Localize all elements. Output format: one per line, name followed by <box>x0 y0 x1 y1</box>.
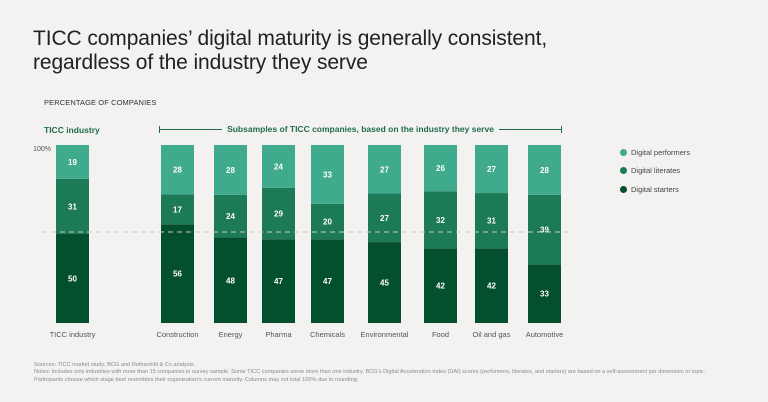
data-label-energy-digital-performers: 28 <box>226 166 235 175</box>
x-tick-label-food: Food <box>432 330 449 339</box>
bar-segment-energy-digital-starters <box>214 237 247 323</box>
data-label-automotive-digital-literates: 39 <box>540 226 549 235</box>
bar-segment-food-digital-performers <box>424 145 457 192</box>
x-tick-label-energy: Energy <box>219 330 243 339</box>
legend-label: Digital performers <box>631 147 691 157</box>
group-label-ticc-industry: TICC industry <box>44 125 100 135</box>
legend-dot-literates-icon <box>620 167 627 175</box>
data-label-pharma-digital-performers: 24 <box>274 162 283 171</box>
bar-segment-environmental-digital-performers <box>368 145 401 194</box>
legend-label: Digital literates <box>631 166 681 176</box>
data-label-oil-and-gas-digital-starters: 42 <box>487 282 496 291</box>
legend-dot-starters-icon <box>620 185 627 193</box>
data-label-environmental-digital-literates: 27 <box>380 214 389 223</box>
data-label-automotive-digital-starters: 33 <box>540 290 549 299</box>
data-label-construction-digital-literates: 17 <box>173 205 182 214</box>
group-label-subsamples: Subsamples of TICC companies, based on t… <box>227 124 494 134</box>
x-tick-label-environmental: Environmental <box>361 330 409 339</box>
footnote-sources: Sources: TICC market study; BCG and Roth… <box>34 362 196 368</box>
x-tick-label-oil-and-gas: Oil and gas <box>473 330 511 339</box>
bar-segment-construction-digital-performers <box>161 145 194 195</box>
bar-segment-construction-digital-starters <box>161 224 194 323</box>
data-label-construction-digital-starters: 56 <box>173 270 182 279</box>
data-label-food-digital-starters: 42 <box>436 282 445 291</box>
bar-segment-food-digital-literates <box>424 191 457 249</box>
bar-segment-ticc-industry-digital-performers <box>56 145 89 179</box>
bar-segment-chemicals-digital-performers <box>311 145 344 204</box>
legend-dot-performers-icon <box>620 148 627 156</box>
bar-segment-ticc-industry-digital-literates <box>56 178 89 234</box>
data-label-construction-digital-performers: 28 <box>173 166 182 175</box>
data-label-food-digital-performers: 26 <box>436 164 445 173</box>
bar-segment-food-digital-starters <box>424 248 457 323</box>
legend-item-starters: Digital starters <box>620 180 690 199</box>
bar-segment-pharma-digital-performers <box>262 145 295 188</box>
data-label-environmental-digital-performers: 27 <box>380 165 389 174</box>
legend: Digital performers Digital literates Dig… <box>620 143 690 199</box>
bar-segment-chemicals-digital-starters <box>311 239 344 323</box>
bar-segment-construction-digital-literates <box>161 194 194 225</box>
bar-segment-automotive-digital-literates <box>528 194 561 265</box>
bar-segment-automotive-digital-performers <box>528 145 561 195</box>
footnote: Sources: TICC market study; BCG and Roth… <box>34 362 734 384</box>
y-axis-label: PERCENTAGE OF COMPANIES <box>44 98 157 107</box>
data-label-pharma-digital-literates: 29 <box>274 210 283 219</box>
bar-segment-environmental-digital-literates <box>368 193 401 243</box>
x-tick-label-construction: Construction <box>156 330 198 339</box>
data-label-oil-and-gas-digital-performers: 27 <box>487 165 496 174</box>
bar-segment-energy-digital-performers <box>214 145 247 195</box>
chart-title: TICC companies’ digital maturity is gene… <box>33 27 548 74</box>
legend-item-performers: Digital performers <box>620 143 690 162</box>
bar-segment-energy-digital-literates <box>214 194 247 238</box>
bar-segment-oil-and-gas-digital-starters <box>475 248 508 323</box>
data-label-environmental-digital-starters: 45 <box>380 279 389 288</box>
bar-segment-ticc-industry-digital-starters <box>56 234 89 323</box>
data-label-chemicals-digital-starters: 47 <box>323 277 332 286</box>
data-label-chemicals-digital-literates: 20 <box>323 218 332 227</box>
bar-segment-chemicals-digital-literates <box>311 203 344 240</box>
bracket-line-left <box>159 125 223 133</box>
x-tick-label-pharma: Pharma <box>265 330 292 339</box>
data-label-automotive-digital-performers: 28 <box>540 166 549 175</box>
bar-segment-pharma-digital-starters <box>262 239 295 323</box>
legend-item-literates: Digital literates <box>620 162 690 181</box>
bar-segment-oil-and-gas-digital-performers <box>475 145 508 194</box>
legend-label: Digital starters <box>631 184 679 194</box>
data-label-food-digital-literates: 32 <box>436 216 445 225</box>
x-tick-label-automotive: Automotive <box>526 330 564 339</box>
data-label-chemicals-digital-performers: 33 <box>323 170 332 179</box>
x-tick-label-chemicals: Chemicals <box>310 330 345 339</box>
group-bracket-subsamples: Subsamples of TICC companies, based on t… <box>159 123 563 135</box>
x-tick-label-ticc-industry: TICC industry <box>50 330 96 339</box>
bar-segment-environmental-digital-starters <box>368 242 401 323</box>
data-label-ticc-industry-digital-performers: 19 <box>68 158 77 167</box>
y-tick-label-100: 100% <box>33 146 51 153</box>
footnote-notes: Notes: Includes only industries with mor… <box>34 369 706 383</box>
data-label-ticc-industry-digital-starters: 50 <box>68 275 77 284</box>
bar-segment-automotive-digital-starters <box>528 264 561 323</box>
data-label-energy-digital-literates: 24 <box>226 212 235 221</box>
data-label-pharma-digital-starters: 47 <box>274 277 283 286</box>
data-label-energy-digital-starters: 48 <box>226 276 235 285</box>
bar-segment-oil-and-gas-digital-literates <box>475 193 508 249</box>
bar-segment-pharma-digital-literates <box>262 187 295 240</box>
data-label-oil-and-gas-digital-literates: 31 <box>487 217 496 226</box>
data-label-ticc-industry-digital-literates: 31 <box>68 202 77 211</box>
bracket-line-right <box>498 125 563 133</box>
